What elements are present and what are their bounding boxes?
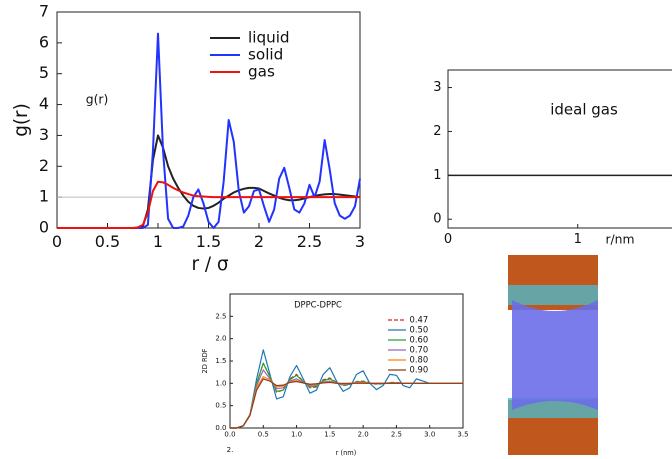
- y-tick-label: 7: [39, 2, 49, 21]
- x-tick-label: 2.5: [391, 430, 402, 438]
- series-line: [57, 134, 361, 229]
- x-tick-label: 0: [444, 232, 452, 247]
- annotation: 2.: [227, 446, 234, 454]
- membrane-image: [508, 255, 598, 455]
- series-line: [230, 378, 463, 429]
- legend-label: gas: [248, 63, 275, 81]
- y-tick-label: 0.5: [215, 402, 226, 410]
- series-line: [230, 369, 463, 429]
- x-tick-label: 2.5: [297, 232, 322, 251]
- y-tick-label: 5: [39, 63, 49, 82]
- y-axis-label: g(r): [11, 103, 32, 137]
- y-tick-label: 0.0: [215, 424, 226, 432]
- y-tick-label: 2.5: [215, 312, 226, 320]
- legend-label: liquid: [248, 29, 290, 47]
- y-tick-label: 3: [39, 125, 49, 144]
- y-tick-label: 3: [433, 80, 441, 95]
- legend-label: 0.80: [410, 355, 429, 365]
- legend-label: 0.90: [410, 365, 429, 375]
- plot-frame: [447, 69, 672, 229]
- x-tick-label: 1.0: [291, 430, 302, 438]
- x-axis-label: r (nm): [336, 449, 357, 457]
- y-tick-label: 4: [39, 94, 49, 113]
- x-tick-label: 1.5: [196, 232, 221, 251]
- x-tick-label: 0.5: [258, 430, 269, 438]
- x-tick-label: 0.0: [224, 430, 235, 438]
- y-tick-label: 6: [39, 32, 49, 51]
- x-axis-label: r/nm: [605, 233, 634, 247]
- x-tick-label: 1: [574, 232, 582, 247]
- annotation: ideal gas: [550, 101, 618, 119]
- y-axis-label: 2D RDF: [201, 348, 209, 373]
- legend-label: 0.60: [410, 335, 429, 345]
- series-line: [230, 349, 463, 429]
- y-tick-label: 1.5: [215, 357, 226, 365]
- series-line: [57, 32, 361, 229]
- x-axis-label: r / σ: [191, 254, 228, 275]
- x-tick-label: 3.5: [457, 430, 468, 438]
- series-line: [57, 180, 360, 229]
- y-tick-label: 0: [433, 212, 441, 227]
- chart-title: DPPC-DPPC: [294, 300, 342, 310]
- y-tick-label: 1: [39, 187, 49, 206]
- y-tick-label: 1.0: [215, 379, 226, 387]
- x-tick-label: 3.0: [424, 430, 435, 438]
- y-tick-label: 2: [433, 124, 441, 139]
- y-tick-label: 1: [433, 168, 441, 183]
- headgroups-top: [508, 285, 598, 305]
- x-tick-label: 2.0: [358, 430, 369, 438]
- y-tick-label: 2: [39, 156, 49, 175]
- x-tick-label: 3: [355, 232, 365, 251]
- y-tick-label: 0: [39, 218, 49, 237]
- x-tick-label: 0.5: [95, 232, 120, 251]
- x-tick-label: 0: [52, 232, 62, 251]
- y-axis-label: g(r): [86, 93, 109, 107]
- legend-label: solid: [248, 46, 283, 64]
- x-tick-label: 2: [254, 232, 264, 251]
- x-tick-label: 1: [153, 232, 163, 251]
- legend-label: 0.70: [410, 345, 429, 355]
- legend-label: 0.50: [410, 325, 429, 335]
- legend-label: 0.47: [410, 315, 429, 325]
- x-tick-label: 1.5: [324, 430, 335, 438]
- water-slab: [512, 300, 598, 410]
- y-tick-label: 2.0: [215, 335, 226, 343]
